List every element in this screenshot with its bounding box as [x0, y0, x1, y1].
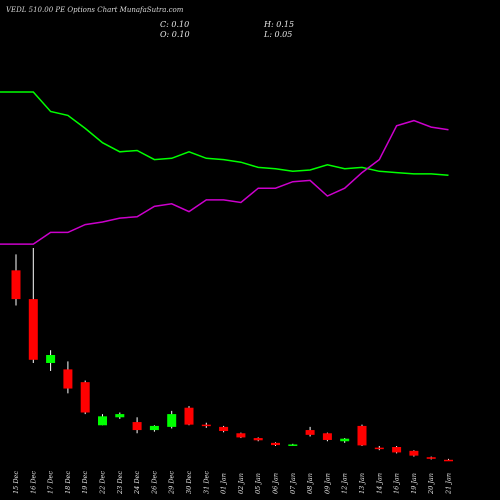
- candle: [11, 254, 21, 306]
- candle-body: [80, 382, 90, 413]
- candle-body: [184, 407, 194, 425]
- candle-body: [444, 459, 453, 462]
- candle: [115, 412, 125, 419]
- candle: [392, 446, 402, 454]
- candle-body: [149, 425, 159, 431]
- candle-body: [271, 442, 280, 446]
- date-label: 09 Jan: [323, 473, 331, 494]
- candle-body: [322, 433, 332, 440]
- candle-body: [28, 299, 38, 360]
- candle: [340, 438, 350, 443]
- date-label: 05 Jan: [254, 473, 262, 494]
- date-label: 06 Jan: [272, 473, 280, 494]
- candle-body: [201, 424, 211, 427]
- candle: [28, 247, 38, 363]
- date-label: 19 Dec: [81, 471, 89, 494]
- candle-body: [253, 438, 263, 441]
- candle: [236, 432, 246, 439]
- candle: [409, 450, 419, 457]
- candle: [219, 425, 229, 433]
- date-label: 18 Dec: [64, 471, 72, 494]
- candle: [444, 458, 453, 462]
- candle: [253, 437, 263, 442]
- candle-body: [305, 430, 315, 435]
- candle-body: [374, 447, 384, 450]
- date-label: 29 Dec: [168, 471, 176, 495]
- date-label: 12 Jan: [341, 473, 349, 494]
- candle: [132, 417, 142, 434]
- date-label: 17 Dec: [47, 471, 55, 494]
- candle: [63, 361, 73, 394]
- candle-body: [46, 355, 56, 363]
- candle: [201, 422, 211, 428]
- candle-body: [219, 426, 229, 432]
- candles: [11, 247, 453, 462]
- date-label: 13 Jan: [358, 473, 366, 494]
- candle-body: [357, 425, 367, 446]
- indicator-line-1: [0, 91, 449, 176]
- date-label: 20 Jan: [427, 473, 435, 495]
- date-label: 15 Dec: [12, 471, 20, 494]
- candle: [288, 443, 298, 446]
- candle-body: [236, 433, 246, 438]
- date-label: 26 Dec: [150, 471, 158, 495]
- candle: [80, 380, 90, 415]
- candle-body: [167, 414, 177, 427]
- candle: [184, 406, 194, 426]
- candle: [149, 425, 159, 432]
- date-label: 08 Jan: [306, 473, 314, 494]
- candle: [98, 414, 107, 426]
- date-label: 16 Dec: [29, 471, 37, 494]
- candle-body: [98, 416, 107, 426]
- date-label: 30 Dec: [185, 471, 193, 494]
- date-axis: 15 Dec 16 Dec 17 Dec 18 Dec 19 Dec 22 Dec 23 D…: [12, 471, 453, 495]
- candle-body: [115, 414, 125, 418]
- candle-body: [392, 447, 402, 453]
- date-label: 24 Dec: [133, 471, 141, 495]
- candle: [322, 432, 332, 442]
- date-label: 19 Jan: [410, 473, 418, 494]
- indicator-lines: [0, 91, 449, 245]
- date-label: 23 Dec: [116, 471, 124, 495]
- date-label: 22 Dec: [99, 471, 107, 495]
- date-label: 31 Dec: [202, 471, 210, 494]
- candle: [305, 426, 315, 437]
- date-label: 16 Jan: [393, 473, 401, 494]
- ohlc-open: O: 0.10: [160, 30, 190, 39]
- date-label: 02 Jan: [237, 473, 245, 494]
- date-label: 21 Jan: [445, 473, 453, 495]
- candle-body: [340, 438, 350, 442]
- candle: [271, 442, 280, 447]
- candle: [167, 410, 177, 429]
- candle-body: [288, 444, 298, 446]
- candle: [46, 350, 56, 371]
- candle-body: [426, 457, 436, 459]
- date-label: 07 Jan: [289, 473, 297, 494]
- candle-body: [11, 270, 21, 300]
- date-label: 01 Jan: [220, 473, 228, 494]
- ohlc-close: C: 0.10: [160, 20, 190, 29]
- candle: [357, 424, 367, 447]
- ohlc-low: L: 0.05: [264, 30, 293, 39]
- candle: [426, 456, 436, 460]
- chart-title: VEDL 510.00 PE Options Chart MunafaSutra…: [6, 6, 184, 14]
- candle-body: [63, 369, 73, 389]
- ohlc-high: H: 0.15: [264, 20, 295, 29]
- date-label: 14 Jan: [375, 473, 383, 494]
- candle-body: [132, 422, 142, 431]
- candle: [374, 446, 384, 451]
- indicator-line-2: [0, 119, 449, 245]
- candle-body: [409, 450, 419, 456]
